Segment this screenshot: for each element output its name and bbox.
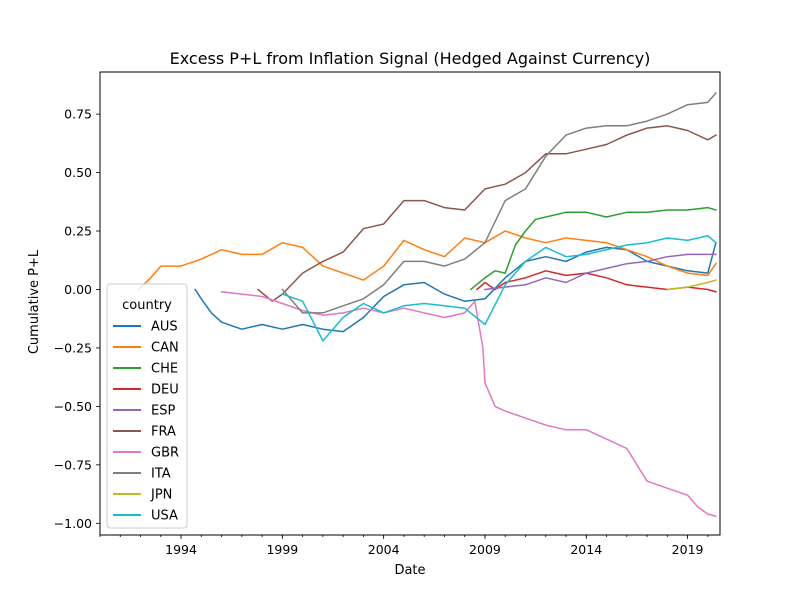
x-tick-label: 2009 xyxy=(469,542,501,557)
series-line-aus xyxy=(194,241,717,333)
legend-label-usa: USA xyxy=(151,509,178,524)
legend-label-can: CAN xyxy=(151,341,179,356)
y-tick-label: 0.75 xyxy=(64,107,92,122)
series-line-fra xyxy=(256,125,717,302)
x-tick-label: 2004 xyxy=(368,542,400,557)
legend-label-fra: FRA xyxy=(151,425,176,440)
axes-layer: 1994 1999 2004 2009 2014 2019 0.75 0.50 0.25 0.00… xyxy=(54,71,721,557)
x-axis-label: Date xyxy=(394,563,425,578)
y-axis-label: Cumulative P+L xyxy=(27,249,42,354)
legend-label-gbr: GBR xyxy=(151,446,179,461)
legend-label-ita: ITA xyxy=(151,467,171,482)
series-line-usa xyxy=(281,234,717,342)
legend-label-esp: ESP xyxy=(151,404,175,419)
x-tick-label: 1994 xyxy=(165,542,197,557)
legend-title: country xyxy=(122,298,172,313)
series-line-can xyxy=(137,230,717,291)
legend: country AUS CAN CHE DEU ESP FRA GBR ITA JPN USA xyxy=(106,283,188,529)
series-line-esp xyxy=(484,253,717,291)
series-line-che xyxy=(469,206,717,291)
chart-title: Excess P+L from Inflation Signal (Hedged… xyxy=(170,49,651,68)
legend-label-jpn: JPN xyxy=(150,488,172,503)
y-tick-label: 0.25 xyxy=(64,224,92,239)
legend-label-aus: AUS xyxy=(151,320,178,335)
series-line-ita xyxy=(281,91,717,314)
legend-label-deu: DEU xyxy=(151,383,179,398)
y-tick-label: 0.00 xyxy=(64,282,92,297)
x-tick-label: 2019 xyxy=(672,542,704,557)
y-tick-label: 0.50 xyxy=(64,165,92,180)
y-tick-label: −0.50 xyxy=(54,399,92,414)
plot-frame xyxy=(99,71,721,536)
x-tick-label: 2014 xyxy=(570,542,602,557)
series-line-gbr xyxy=(220,290,717,518)
y-tick-label: −0.75 xyxy=(54,457,92,472)
y-tick-label: −1.00 xyxy=(54,516,92,531)
x-tick-label: 1999 xyxy=(266,542,298,557)
legend-entries: AUS CAN CHE DEU ESP FRA GBR ITA JPN USA xyxy=(113,320,179,524)
series-layer xyxy=(137,91,717,518)
series-line-jpn xyxy=(666,279,717,291)
legend-frame xyxy=(106,283,188,529)
y-tick-label: −0.25 xyxy=(54,340,92,355)
legend-label-che: CHE xyxy=(151,362,178,377)
